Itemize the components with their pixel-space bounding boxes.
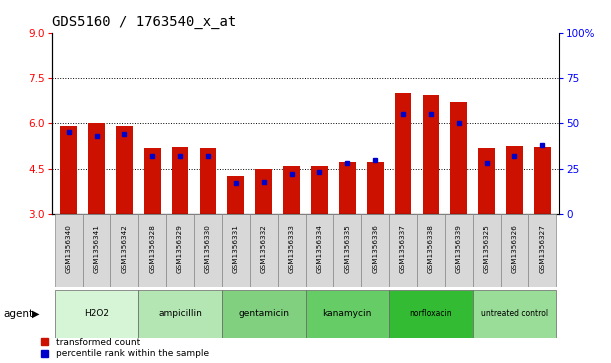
Bar [306,214,334,287]
Bar [423,95,439,214]
Bar [389,290,473,338]
Text: GSM1356334: GSM1356334 [316,225,323,273]
Bar [88,123,105,214]
Bar [367,162,384,214]
Bar [111,214,138,287]
Bar [138,290,222,338]
Bar [334,214,361,287]
Text: GSM1356332: GSM1356332 [261,225,267,273]
Bar [339,162,356,214]
Text: GSM1356341: GSM1356341 [93,225,100,273]
Text: ▶: ▶ [32,309,39,319]
Bar [138,214,166,287]
Legend: transformed count, percentile rank within the sample: transformed count, percentile rank withi… [41,338,209,359]
Bar [116,126,133,214]
Bar [529,214,556,287]
Bar [222,214,250,287]
Bar [506,146,523,214]
Bar [478,148,495,214]
Bar [306,290,389,338]
Text: GSM1356331: GSM1356331 [233,225,239,273]
Bar [389,214,417,287]
Text: GSM1356336: GSM1356336 [372,225,378,273]
Bar [55,214,82,287]
Bar [311,166,327,214]
Text: norfloxacin: norfloxacin [409,310,452,318]
Bar [255,169,272,214]
Bar [395,93,411,214]
Bar [55,290,138,338]
Bar [60,126,77,214]
Text: GSM1356325: GSM1356325 [484,225,489,273]
Text: GSM1356327: GSM1356327 [540,225,546,273]
Bar [473,214,500,287]
Text: GSM1356329: GSM1356329 [177,225,183,273]
Text: gentamicin: gentamicin [238,310,289,318]
Bar [534,147,551,214]
Text: untreated control: untreated control [481,310,548,318]
Bar [284,166,300,214]
Bar [222,290,306,338]
Text: agent: agent [3,309,33,319]
Text: GSM1356335: GSM1356335 [344,225,350,273]
Bar [450,102,467,214]
Text: GSM1356337: GSM1356337 [400,225,406,273]
Text: GSM1356330: GSM1356330 [205,225,211,273]
Bar [417,214,445,287]
Text: GSM1356339: GSM1356339 [456,225,462,273]
Text: GSM1356333: GSM1356333 [288,225,295,273]
Text: kanamycin: kanamycin [323,310,372,318]
Bar [200,148,216,214]
Text: H2O2: H2O2 [84,310,109,318]
Bar [144,148,161,214]
Bar [500,214,529,287]
Text: GSM1356326: GSM1356326 [511,225,518,273]
Text: GSM1356328: GSM1356328 [149,225,155,273]
Bar [194,214,222,287]
Bar [172,147,188,214]
Bar [166,214,194,287]
Bar [445,214,473,287]
Bar [277,214,306,287]
Text: GSM1356340: GSM1356340 [65,225,71,273]
Text: GSM1356338: GSM1356338 [428,225,434,273]
Text: GDS5160 / 1763540_x_at: GDS5160 / 1763540_x_at [52,15,236,29]
Bar [250,214,277,287]
Bar [82,214,111,287]
Bar [361,214,389,287]
Bar [473,290,556,338]
Text: ampicillin: ampicillin [158,310,202,318]
Bar [227,176,244,214]
Text: GSM1356342: GSM1356342 [122,225,127,273]
